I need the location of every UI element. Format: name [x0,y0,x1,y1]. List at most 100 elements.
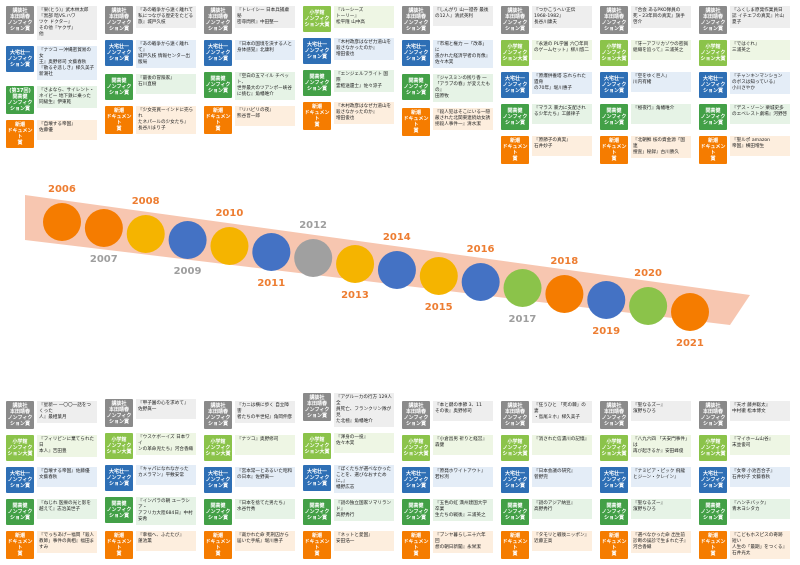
award-category-label: 新潮 ドキュメント 賞 [699,136,727,164]
award-entry: 大宅壮一 ノンフィク ション賞 『日本の国境を決する人と 身体感覚』北康利 [204,40,295,66]
award-winner-text: 『消された信濃川の記憶』 [532,435,592,455]
award-winner-text: 『アグルーカの行方 129人全 員死亡、フランクリン隊が見 た北極』角幡唯介 [334,393,394,427]
award-category-label: 小学館 ノンフィク ション大賞 [600,435,628,461]
award-category-label: 講談社 本田靖春 ノンフィク ション賞 [699,401,727,429]
timeline-year-circle [168,221,207,259]
award-entry: 講談社 本田靖春 ノンフィク ション賞 『甲子園の心を求めて』 佐野眞一 [105,399,196,427]
award-entry: 開高健 ノンフィク ション賞 『日本を捨てた男たち』 水谷竹秀 [204,499,295,525]
award-category-label: 講談社 本田靖春 ノンフィク ション賞 [6,6,34,34]
award-category-label: 講談社 本田靖春 ノンフィク ション賞 [204,6,232,34]
award-year-column: 講談社 本田靖春 ノンフィク ション賞 『狂うひと 「死の棘」の妻 ・島尾ミホ』梯… [501,300,592,559]
award-year-column: 講談社 本田靖春 ノンフィク ション賞 『星新一 一〇〇一話をつくった 人』最相葉… [6,300,97,559]
award-entry: 大宅壮一 ノンフィク ション賞 『原爆供養塔 忘れられた遺骨 の70年』堀川惠子 [501,72,592,98]
award-entry: 講談社 本田靖春 ノンフィク ション賞 『あの戦争から遠く離れて 私につながる歴史… [105,6,196,34]
timeline-year-circle [503,269,542,307]
award-category-label: 大宅壮一 ノンフィク ション賞 [699,72,727,98]
award-winner-text: 『日本の国境を決する人と 身体感覚』北康利 [235,40,295,60]
award-winner-text: 『キャパになれなかった カメラマン』平敷安常 [136,465,196,485]
award-category-label: 小学館 ノンフィク ション大賞 [699,40,727,66]
award-entry: 大宅壮一 ノンフィク ション賞 『日本会議の研究』 菅野完 [501,467,592,493]
award-winner-text: 『ふくしま原発作業員日 誌 イチエフの真実』片山夏子 [730,6,790,28]
award-winner-text: 『謎の独立国家ソマリランド』 高野秀行 [334,499,394,521]
award-entry: 講談社 本田靖春 ノンフィク ション賞 『狂うひと 「死の棘」の妻 ・島尾ミホ』梯… [501,401,592,429]
award-category-label: 大宅壮一 ノンフィク ション賞 [6,46,34,72]
year-label: 2009 [173,266,202,277]
award-entry: 小学館 ノンフィク ション大賞 『ではぐれ』 三浦英之 [699,40,790,66]
award-category-label: 新潮 ドキュメント 賞 [105,531,133,559]
award-winner-text: 『ルーシーズ トーリー』 松平隆 山中高 [334,6,394,28]
award-winner-text: 『聖ルポ amazon 帝国』横田増生 [730,136,790,156]
year-label: 2008 [131,196,160,207]
timeline-year-circle [629,287,668,325]
year-label: 2018 [550,256,579,267]
year-label: 2011 [257,278,286,289]
award-category-label: 大宅壮一 ノンフィク ション賞 [402,40,430,66]
award-winner-text: 『五色の虹 満州建国大学卒業 生たちの戦後』三浦英之 [433,499,493,521]
timeline-year-circle [377,251,416,289]
award-entry: 開高健 ノンフィク ション賞 『ジャスミンの残り香 一「アラブの春」が変えたもの』… [402,74,493,102]
timeline-year-circle [419,257,458,295]
award-entry: (第37回) 開高健 ノンフィク ション賞 『さよなら、サイレント・ ネイビー 地… [6,86,97,114]
award-winner-text: 『しんがり 山一證券 最後 の12人』清武英利 [433,6,493,26]
award-winner-text: 『ハンチバック』 青木ヨシタカ [730,499,790,519]
award-entry: 新潮 ドキュメント 賞『ブンヤ暮らし三十六年 回 想の朝日新聞』永栄潔 [402,531,493,559]
award-winner-text: 『日本を捨てた男たち』 水谷竹秀 [235,499,295,519]
award-entry: 講談社 本田靖春 ノンフィク ション賞 『果(とう)』武木林太郎 『黒部 暗VS.… [6,6,97,40]
award-entry: 開高健 ノンフィク ション賞 『ハンチバック』 青木ヨシタカ [699,499,790,525]
award-entry: 小学館 ノンフィク ション大賞 『ナツコ』奥野修司 [204,435,295,461]
award-winner-text: 『八九六四 「天安門事件」は 再び起きるか』安田峰俊 [631,435,691,457]
award-category-label: 新潮 ドキュメント 賞 [501,531,529,559]
award-category-label: 小学館 ノンフィク ション大賞 [699,435,727,461]
award-entry: 新潮 ドキュメント 賞『こどもホスピスの奇跡 短い 人生の「最期」をつくる』石井… [699,531,790,559]
timeline-year-circle [210,227,249,265]
award-winner-text: 『ではぐれ』 三浦英之 [730,40,790,60]
award-winner-text: 『デス・ゾーン 栗城史多 のエベレスト劇場』河野啓 [730,104,790,124]
award-entry: 新潮 ドキュメント 賞『ネットと愛国』 安田浩一 [303,531,394,559]
award-category-label: 新潮 ドキュメント 賞 [105,106,133,134]
award-entry: 講談社 本田靖春 ノンフィク ション賞 『星新一 一〇〇一話をつくった 人』最相葉… [6,401,97,429]
award-winner-text: 『マラス 暴力に支配され る少年たち』工藤律子 [532,104,592,124]
award-category-label: 小学館 ノンフィク ション大賞 [501,40,529,66]
award-entry: 大宅壮一 ノンフィク ション賞 『女帝 小池百合子』 石井妙子 文藝春秋 [699,467,790,493]
award-entry: 開高健 ノンフィク ション賞 『インパラの朝 ユーラシア・ アフリカ大陸684日』… [105,497,196,525]
award-entry: 小学館 ノンフィク ション大賞 『永遠の PL学園 六〇年目 のゲームセット』柳川… [501,40,592,66]
award-category-label: 大宅壮一 ノンフィク ション賞 [204,40,232,66]
award-winner-text: 『永遠の PL学園 六〇年目 のゲームセット』柳川悠二 [532,40,592,60]
award-category-label: (第37回) 開高健 ノンフィク ション賞 [6,86,34,114]
award-entry: 新潮 ドキュメント 賞『北朝鮮 核の資金源「国連 捜査」秘録』古川勝久 [600,136,691,164]
award-category-label: 新潮 ドキュメント 賞 [600,531,628,559]
award-entry: 開高健 ノンフィク ション賞 『五色の虹 満州建国大学卒業 生たちの戦後』三浦英之 [402,499,493,525]
award-winner-text: 『原発ホワイトアウト』 若杉冽 [433,467,493,487]
award-category-label: 開高健 ノンフィク ション賞 [501,104,529,130]
award-winner-text: 『牙ーアフリカゾウの密猟 組織を追って』三浦英之 [631,40,691,60]
award-category-label: 開高健 ノンフィク ション賞 [204,499,232,525]
award-category-label: 開高健 ノンフィク ション賞 [204,72,232,98]
award-category-label: 新潮 ドキュメント 賞 [204,531,232,559]
award-entry: 開高健 ノンフィク ション賞 『最後の冒険家』 石川直樹 [105,74,196,100]
award-entry: 大宅壮一 ノンフィク ション賞 『宮本常一とあるいた昭和 の日本』佐野眞一 [204,467,295,493]
award-entry: 開高健 ノンフィク ション賞 『空白の五マイル チベット、 世界最大のツアンポー峡… [204,72,295,100]
award-entry: 小学館 ノンフィク ション大賞 『牙ーアフリカゾウの密猟 組織を追って』三浦英之 [600,40,691,66]
award-category-label: 講談社 本田靖春 ノンフィク ション賞 [402,401,430,429]
award-winner-text: 『謎のアジア納豆』 高野秀行 [532,499,592,519]
award-entry: 大宅壮一 ノンフィク ション賞 『市場と権力 一「改革」に 憑かれた経済学者の肖像… [402,40,493,68]
award-category-label: 新潮 ドキュメント 賞 [600,136,628,164]
award-category-label: 開高健 ノンフィク ション賞 [402,74,430,100]
award-winner-text: 『インパラの朝 ユーラシア・ アフリカ大陸684日』中村安希 [136,497,196,525]
award-year-column: 講談社 本田靖春 ノンフィク ション賞 『合会 あるPKO隊員の 死・23年目の真… [600,6,691,164]
award-category-label: 小学館 ノンフィク ション大賞 [402,435,430,461]
award-category-label: 大宅壮一 ノンフィク ション賞 [105,40,133,66]
award-category-label: 大宅壮一 ノンフィク ション賞 [600,72,628,98]
award-entry: 大宅壮一 ノンフィク ション賞 『ナミビア・ピック 飛龍 とジーン・クレイン』 [600,467,691,493]
award-winner-text: 『市場と権力 一「改革」に 憑かれた経済学者の肖像』 佐々木実 [433,40,493,68]
award-category-label: 小学館 ノンフィク ション大賞 [105,433,133,459]
award-category-label: 新潮 ドキュメント 賞 [6,120,34,148]
year-label: 2019 [592,326,621,337]
award-year-column: 講談社 本田靖春 ノンフィク ション賞 『トレイシー 日本兵捕虜秘 密尋問所』中田… [204,6,295,134]
award-category-label: 大宅壮一 ノンフィク ション賞 [600,467,628,493]
award-year-column: 講談社 本田靖春 ノンフィク ション賞 『アグルーカの行方 129人全 員死亡、フ… [303,300,394,559]
award-entry: 大宅壮一 ノンフィク ション賞 『原発ホワイトアウト』 若杉冽 [402,467,493,493]
timeline-year-circle [336,245,375,283]
award-winner-text: 『最後の冒険家』 石川直樹 [136,74,196,94]
